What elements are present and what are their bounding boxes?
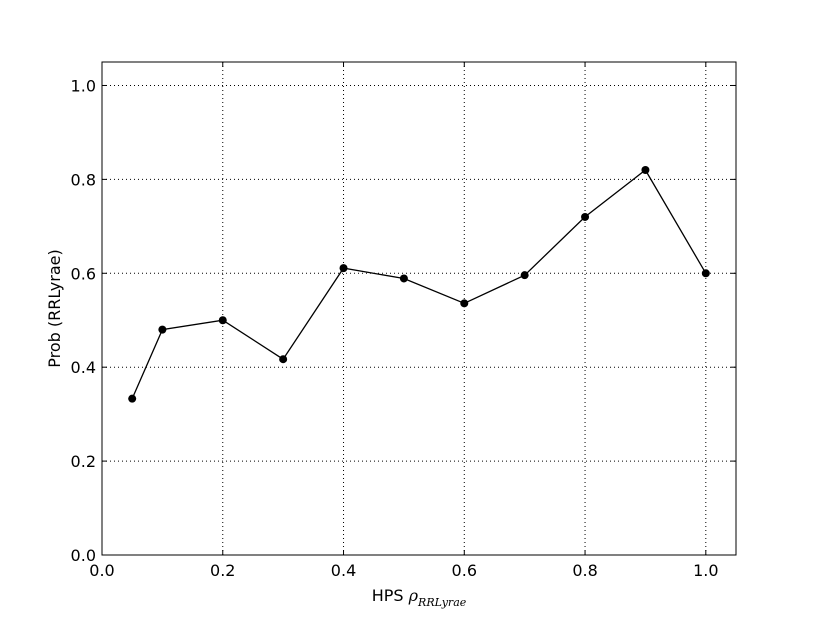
data-point: [218, 316, 227, 325]
data-point: [128, 394, 137, 403]
x-axis-label: HPS ρRRLyrae: [372, 586, 467, 609]
data-point: [399, 274, 408, 283]
x-axis-label-subscript: RRLyrae: [417, 596, 467, 609]
x-axis-label-prefix: HPS: [372, 586, 409, 605]
data-point: [641, 165, 650, 174]
y-axis-label: Prob (RRLyrae): [45, 249, 64, 367]
axis-ticks: [101, 62, 736, 556]
x-tick-label: 0.2: [210, 561, 235, 580]
x-tick-label: 0.8: [572, 561, 597, 580]
data-point: [339, 264, 348, 273]
series-line: [131, 169, 707, 399]
y-tick-label: 1.0: [71, 76, 96, 95]
x-tick-label: 0.6: [452, 561, 477, 580]
x-tick-label: 0.0: [89, 561, 114, 580]
y-tick-labels: 0.0 0.2 0.4 0.6 0.8 1.0: [71, 76, 96, 565]
data-point: [158, 325, 167, 334]
plot-frame: [101, 61, 737, 556]
x-tick-labels: 0.0 0.2 0.4 0.6 0.8 1.0: [89, 561, 718, 580]
x-tick-label: 1.0: [693, 561, 718, 580]
y-tick-label: 0.8: [71, 170, 96, 189]
y-tick-label: 0.6: [71, 264, 96, 283]
x-axis-label-symbol: ρ: [408, 586, 419, 605]
y-tick-label: 0.0: [71, 546, 96, 565]
x-tick-label: 0.4: [331, 561, 356, 580]
y-tick-label: 0.2: [71, 452, 96, 471]
data-point: [520, 271, 529, 280]
y-tick-label: 0.4: [71, 358, 96, 377]
grid-lines: [101, 62, 736, 556]
data-point: [460, 299, 469, 308]
data-point: [581, 212, 590, 221]
data-point: [701, 269, 710, 278]
series: [128, 165, 710, 403]
data-point: [279, 355, 288, 364]
